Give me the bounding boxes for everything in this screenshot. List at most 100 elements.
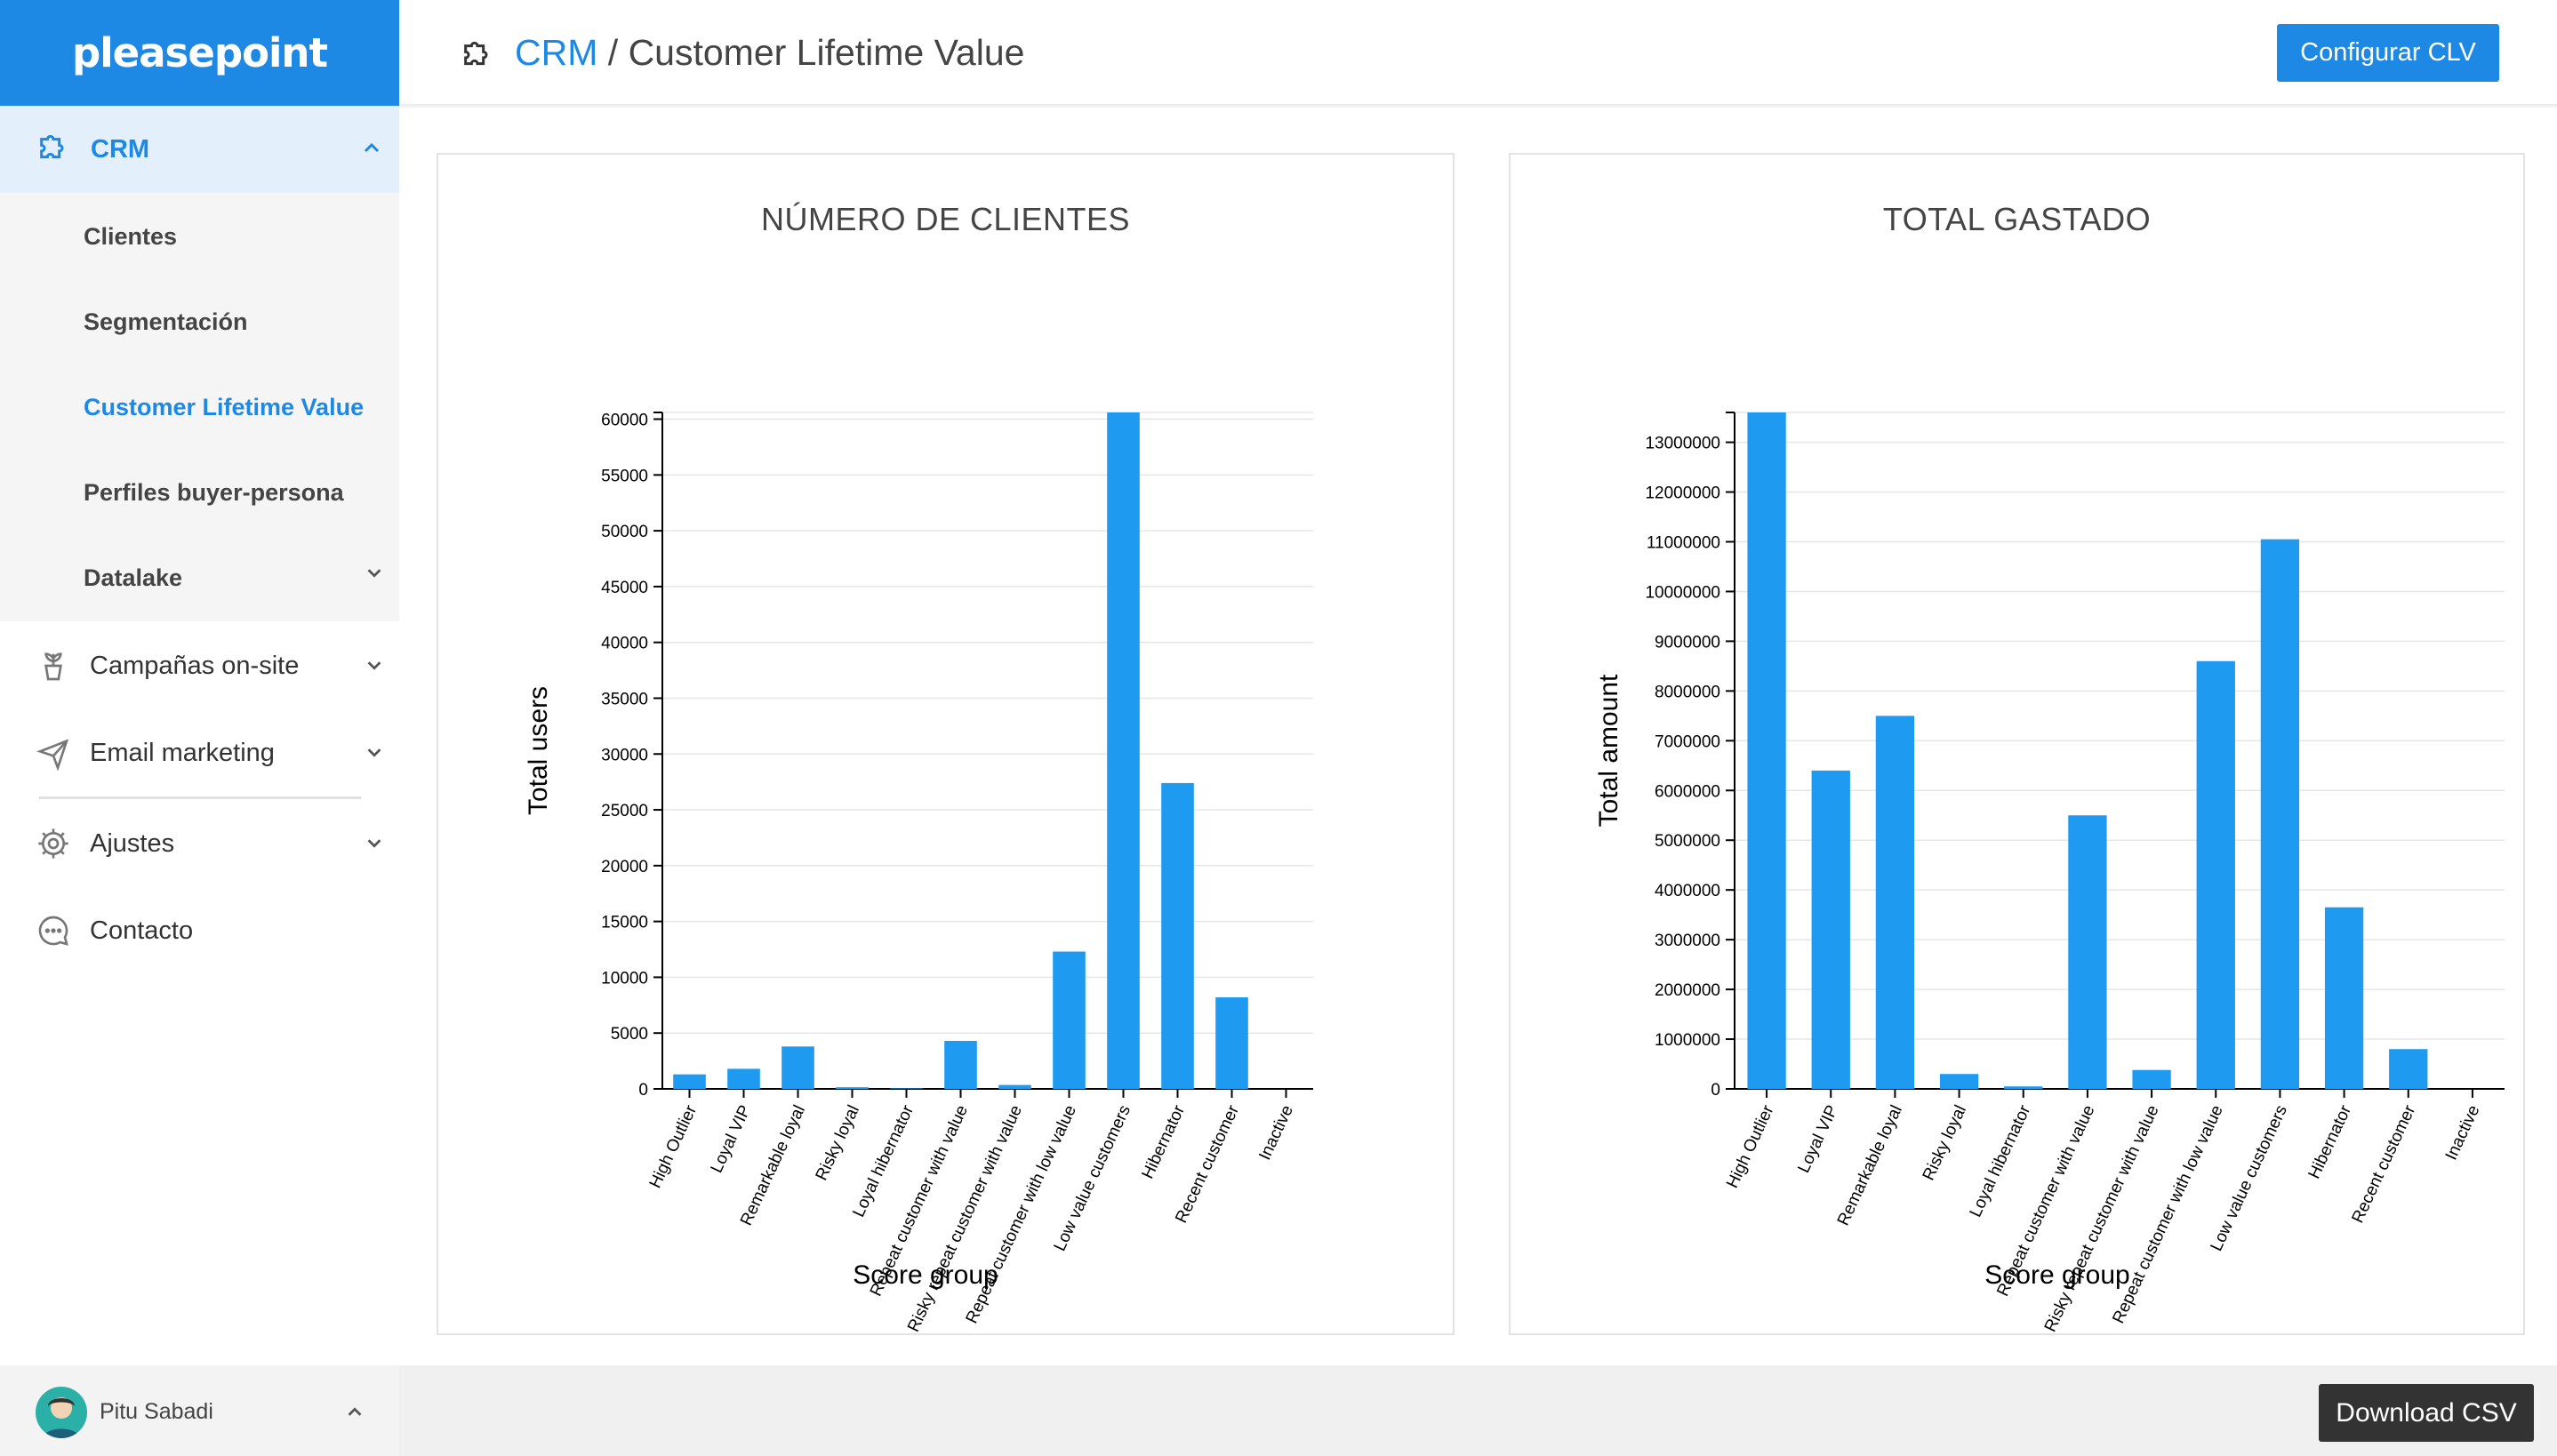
sidebar-item-email[interactable]: Email marketing [0,717,399,788]
sidebar-subitem-clientes[interactable]: Clientes [84,223,178,250]
y-tick-label: 45000 [601,579,648,597]
y-tick-label: 0 [1711,1081,1720,1100]
main-content: NÚMERO DE CLIENTES 0 5000 10000 15000 20000 2… [399,108,2557,1365]
x-axis-label: Score group [1984,1260,2129,1290]
bar [2132,1069,2171,1089]
x-tick-label: High Outlier [1723,1102,1778,1191]
x-tick-label: Inactive [2442,1102,2484,1163]
bar [998,1084,1031,1089]
x-tick-label: Loyal VIP [1794,1102,1841,1176]
user-menu[interactable]: Pitu Sabadi [0,1365,399,1456]
chevron-down-icon[interactable] [365,563,384,582]
page-title: Customer Lifetime Value [628,32,1025,73]
bar [2324,907,2364,1089]
page-header: CRM / Customer Lifetime Value Configurar… [399,0,2557,106]
y-tick-label: 2000000 [1655,981,1720,1000]
bar [782,1046,814,1089]
bar [890,1088,923,1089]
bar [2196,660,2235,1089]
chevron-up-icon[interactable] [361,138,382,159]
bar [1939,1074,1979,1089]
download-csv-button[interactable]: Download CSV [2319,1384,2534,1442]
x-tick-label: Repeat customer with low value [963,1102,1080,1326]
chart-card-gastado: TOTAL GASTADO 0 1000000 2000000 3000000 4000… [1509,153,2525,1335]
y-tick-label: 25000 [601,802,648,820]
y-tick-label: 9000000 [1655,633,1720,652]
x-axis-label: Score group [853,1260,998,1290]
logo-text: pleasepoint [72,29,328,76]
y-tick-label: 13000000 [1645,435,1720,453]
sidebar-item-crm[interactable]: CRM [0,106,399,193]
x-tick-label: High Outlier [646,1102,701,1191]
y-tick-label: 40000 [601,635,648,653]
logo[interactable]: pleasepoint [0,0,399,106]
chevron-down-icon[interactable] [365,833,384,852]
x-tick-label: Inactive [1255,1102,1297,1163]
y-tick-label: 3000000 [1655,932,1720,950]
bar [673,1074,706,1089]
bar [1811,770,1850,1089]
sidebar-subitem-clv[interactable]: Customer Lifetime Value [84,394,365,420]
sidebar-subitem-segmentacion[interactable]: Segmentación [84,308,248,335]
y-axis-label: Total amount [1594,674,1623,827]
x-tick-label: Risky loyal [1920,1102,1970,1183]
y-tick-label: 30000 [601,746,648,764]
bar [1161,782,1194,1089]
y-tick-label: 55000 [601,467,648,485]
chart-total-gastado: 0 1000000 2000000 3000000 4000000 5000000 6000… [1594,412,2505,1335]
x-tick-label: Loyal VIP [708,1102,755,1176]
sidebar-subitem-perfiles[interactable]: Perfiles buyer-persona [84,479,344,506]
x-tick-label: Recent customer [2349,1102,2420,1227]
chat-bubble-icon [38,916,68,946]
footer-bar [399,1365,2557,1456]
x-tick-label: Hibernator [1139,1102,1190,1182]
sidebar-item-contacto[interactable]: Contacto [0,895,399,966]
sidebar: pleasepoint CRM Clientes Segmentación Cu… [0,0,399,1456]
y-tick-label: 60000 [601,412,648,430]
sidebar-item-label: Ajustes [90,829,175,858]
x-tick-label: Risky loyal [813,1102,863,1183]
breadcrumb-crm-link[interactable]: CRM [515,32,598,73]
bar [2260,539,2300,1089]
bar [2389,1049,2428,1089]
y-tick-label: 50000 [601,523,648,541]
sidebar-divider [39,796,361,799]
x-tick-label: Hibernator [2305,1102,2356,1182]
bar [1107,412,1140,1089]
bar [944,1041,977,1089]
chevron-up-icon[interactable] [345,1403,365,1422]
gear-icon [38,828,68,859]
y-tick-label: 11000000 [1647,533,1720,552]
breadcrumb: CRM / Customer Lifetime Value [515,32,1024,74]
y-tick-label: 6000000 [1655,782,1720,801]
paper-plane-icon [36,739,69,771]
y-tick-label: 4000000 [1655,882,1720,900]
sidebar-item-ajustes[interactable]: Ajustes [0,808,399,879]
y-tick-label: 10000 [601,969,648,988]
y-tick-label: 1000000 [1655,1031,1720,1050]
bar [1875,716,1915,1089]
chart-title: TOTAL GASTADO [1882,201,2152,237]
breadcrumb-separator: / [597,32,629,73]
y-axis-label: Total users [524,686,553,815]
y-tick-label: 8000000 [1655,683,1720,701]
y-tick-label: 7000000 [1655,732,1720,751]
configure-clv-button[interactable]: Configurar CLV [2277,24,2499,82]
y-tick-label: 15000 [601,914,648,932]
sidebar-subitem-datalake[interactable]: Datalake [84,564,183,591]
bar [1747,412,1786,1089]
chevron-down-icon[interactable] [365,742,384,762]
user-name: Pitu Sabadi [100,1399,213,1424]
y-tick-label: 5000000 [1655,832,1720,851]
chart-title: NÚMERO DE CLIENTES [760,201,1131,237]
bar [2004,1086,2043,1089]
y-tick-label: 20000 [601,858,648,876]
chevron-down-icon[interactable] [365,655,384,675]
plant-icon [44,652,62,681]
x-tick-label: Repeat customer with low value [2109,1102,2226,1326]
bar [1053,951,1086,1089]
sidebar-item-campanas[interactable]: Campañas on-site [0,630,399,701]
sidebar-item-label: Email marketing [90,739,275,767]
bar [1215,997,1248,1089]
chart-numero-clientes: 0 5000 10000 15000 20000 25000 30000 35000 40000… [524,412,1313,1335]
